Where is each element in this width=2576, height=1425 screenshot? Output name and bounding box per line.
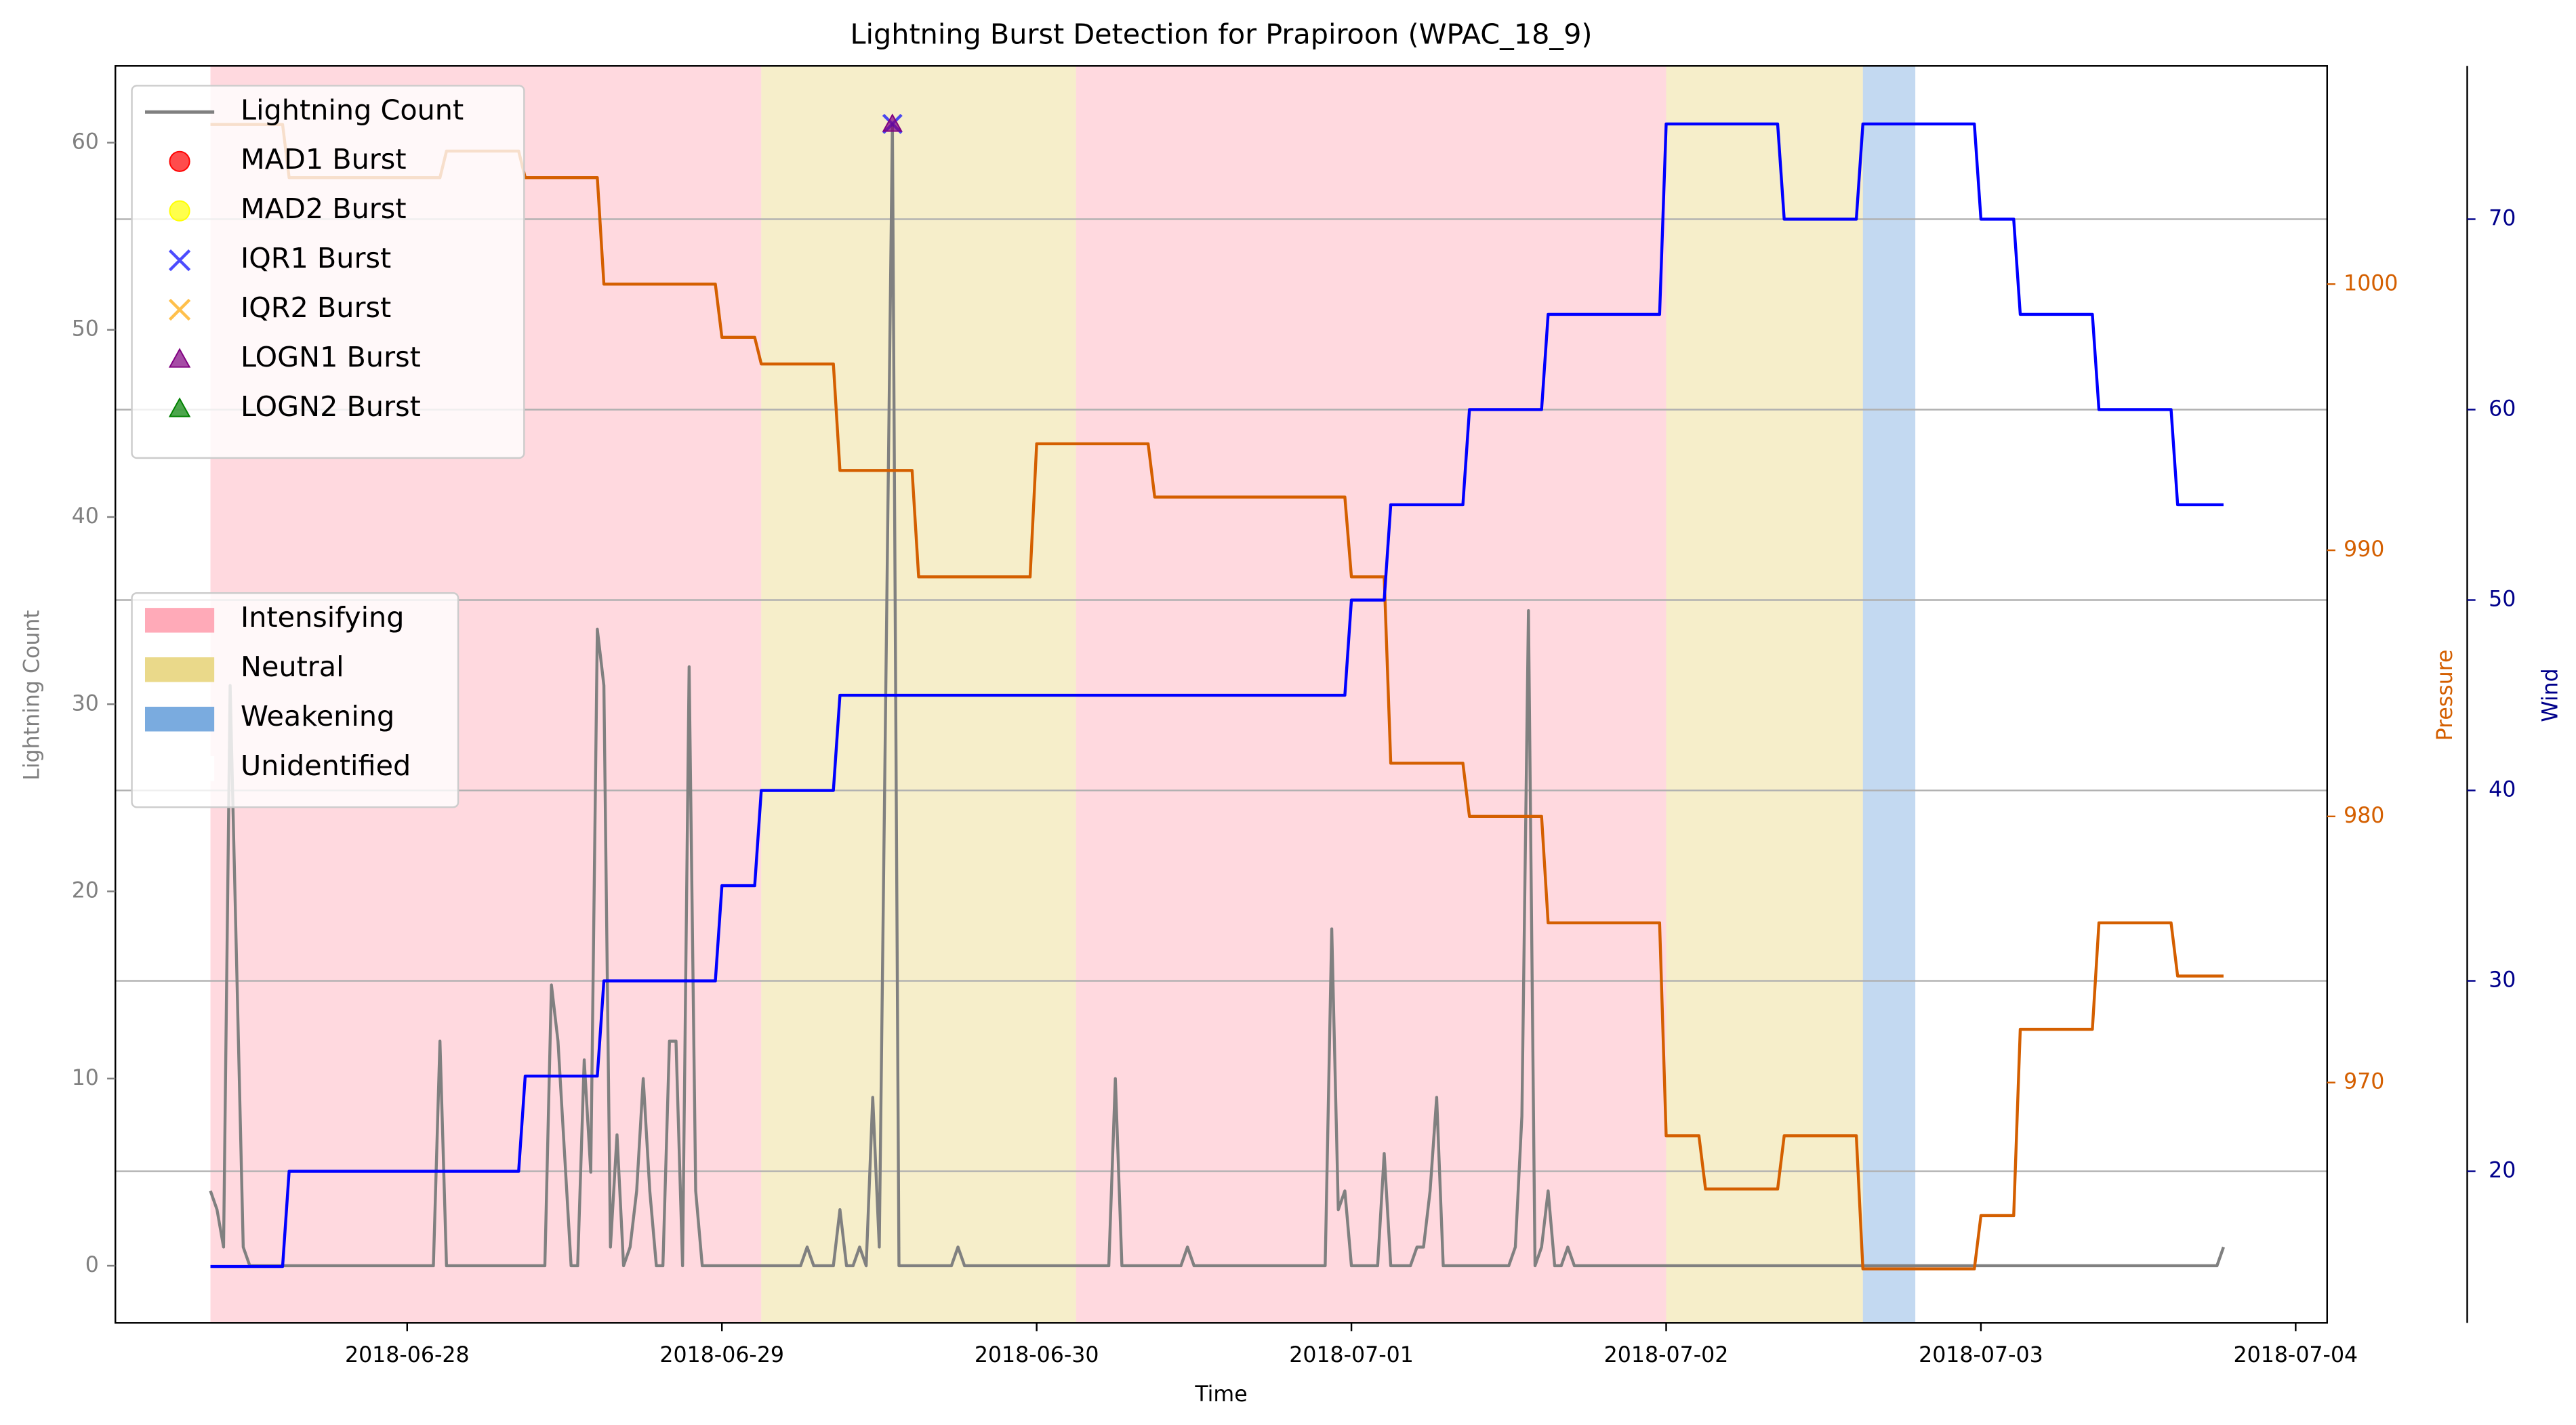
- legend-label: IQR2 Burst: [241, 291, 391, 324]
- axes-layer: 2018-06-28 2018-06-29 2018-06-30 2018-07-01…: [72, 65, 2516, 1367]
- y3-tick-label: 70: [2489, 206, 2516, 230]
- phase-span: [1666, 66, 1863, 1323]
- y-axis-label: Lightning Count: [20, 610, 45, 781]
- y3-tick-label: 30: [2489, 968, 2516, 993]
- burst-marker: [168, 397, 191, 417]
- burst-marker: [169, 150, 190, 172]
- legend-label: Neutral: [241, 650, 344, 683]
- x-tick-label: 2018-06-30: [975, 1343, 1099, 1367]
- y-tick-label: 30: [72, 691, 99, 716]
- y-tick-label: 50: [72, 317, 99, 342]
- y3-tick-label: 60: [2489, 396, 2516, 421]
- y3-tick-label: 50: [2489, 587, 2516, 612]
- y-tick-label: 40: [72, 504, 99, 529]
- x-axis-label: Time: [1194, 1382, 1247, 1407]
- y2-axis-label: Pressure: [2433, 650, 2457, 741]
- line-layer: [209, 113, 2225, 1271]
- y-tick-label: 20: [72, 879, 99, 903]
- plot-frame: [115, 65, 2329, 1324]
- legend-label: LOGN1 Burst: [241, 341, 421, 373]
- legend-box: [131, 85, 525, 459]
- y-tick-label: 0: [85, 1253, 99, 1277]
- x-tick-label: 2018-07-04: [2234, 1343, 2358, 1367]
- legend-box: [131, 592, 459, 808]
- y-tick-label: 60: [72, 130, 99, 154]
- phase-layer: [210, 66, 2224, 1323]
- legend-label: MAD2 Burst: [241, 192, 407, 225]
- y2-tick-label: 1000: [2344, 271, 2398, 295]
- burst-marker: [882, 113, 903, 132]
- y2-tick-label: 980: [2344, 804, 2384, 828]
- series-line: [209, 122, 2225, 1268]
- legend-label: MAD1 Burst: [241, 143, 407, 175]
- legend-label: IQR1 Burst: [241, 242, 391, 274]
- y3-tick-label: 40: [2489, 778, 2516, 802]
- legend-label: Lightning Count: [241, 94, 464, 126]
- legend-label: Unidentified: [241, 749, 411, 782]
- y2-tick-label: 990: [2344, 537, 2384, 562]
- phase-span: [1862, 66, 1916, 1323]
- y-tick-label: 10: [72, 1066, 99, 1090]
- legend-swatch: [145, 608, 215, 633]
- x-tick-label: 2018-07-03: [1919, 1343, 2043, 1367]
- x-tick-label: 2018-07-02: [1604, 1343, 1729, 1367]
- x-tick-label: 2018-06-29: [659, 1343, 784, 1367]
- series-line: [210, 122, 2224, 1268]
- series-line: [210, 123, 2224, 1271]
- burst-marker: [168, 298, 191, 321]
- legend-swatch: [145, 657, 215, 682]
- y3-tick-label: 20: [2489, 1159, 2516, 1183]
- legend-layer: Lightning Count MAD1 Burst MAD2 Burst IQR1 …: [131, 85, 525, 808]
- legend-swatch: [145, 756, 215, 781]
- y2-tick-label: 970: [2344, 1070, 2384, 1094]
- chart-title: Lightning Burst Detection for Prapiroon …: [850, 18, 1592, 50]
- legend-swatch: [145, 706, 215, 732]
- burst-marker: [169, 200, 190, 222]
- legend-label: Intensifying: [241, 601, 404, 634]
- x-tick-label: 2018-07-01: [1289, 1343, 1414, 1367]
- legend-label: Weakening: [241, 700, 394, 732]
- phase-span: [1915, 66, 2224, 1323]
- y3-axis-label: Wind: [2539, 668, 2563, 722]
- legend-label: LOGN2 Burst: [241, 390, 421, 423]
- burst-marker: [168, 249, 191, 272]
- burst-marker: [168, 348, 191, 368]
- x-tick-label: 2018-06-28: [345, 1343, 470, 1367]
